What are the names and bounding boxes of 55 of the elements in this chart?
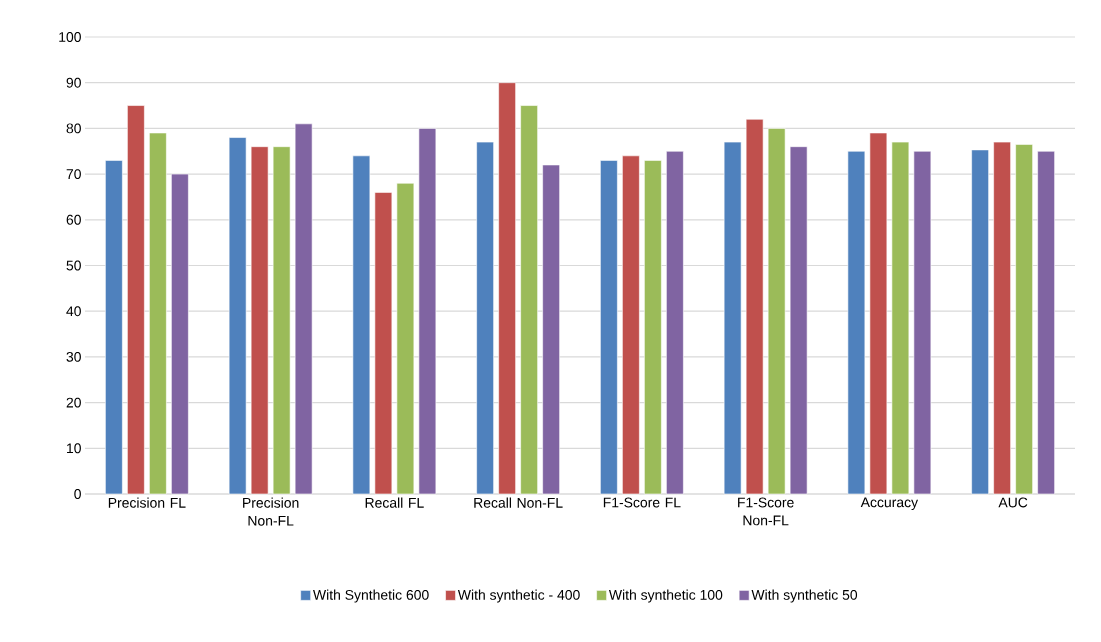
x-tick-label: F1-Score Non-FL [738, 497, 794, 526]
y-tick-label: 0 [74, 489, 81, 499]
x-tick-label: AUC [998, 497, 1028, 508]
bar [1037, 150, 1055, 495]
bar [622, 155, 640, 495]
x-tick-label: Accuracy [860, 497, 919, 511]
bar [171, 173, 189, 495]
bar [869, 132, 888, 495]
x-tick-label: Recall Non-FL [474, 497, 563, 508]
legend-label: With Synthetic 600 [313, 589, 429, 603]
bar [666, 150, 684, 495]
bar [767, 128, 786, 495]
y-tick-label: 20 [66, 397, 81, 408]
x-tick-label: F1-Score FL [603, 497, 681, 508]
bar [913, 150, 932, 495]
x-tick-label: Precision Non-FL [243, 497, 299, 526]
y-tick-label: 10 [67, 443, 81, 454]
y-tick-label: 30 [66, 351, 81, 362]
bar [847, 150, 866, 495]
x-tick-label: Precision FL [108, 497, 186, 508]
bar [971, 149, 989, 495]
legend-label: With synthetic 100 [608, 589, 723, 603]
bar [1015, 144, 1033, 495]
bar [476, 141, 494, 495]
bar [993, 141, 1011, 495]
y-tick-label: 100 [59, 32, 81, 42]
bar [374, 192, 393, 495]
bar [891, 141, 910, 495]
y-tick-label: 50 [66, 260, 81, 271]
y-tick-label: 90 [66, 77, 81, 88]
bar [418, 128, 437, 495]
y-tick-label: 60 [66, 214, 81, 225]
bar [600, 160, 618, 495]
x-tick-label: Recall FL [365, 497, 424, 508]
bar [105, 160, 123, 495]
bar [149, 132, 167, 495]
bar [542, 164, 560, 495]
bar [396, 182, 415, 495]
bar [127, 105, 145, 495]
bar [723, 141, 742, 495]
bar [644, 160, 662, 495]
bar [498, 82, 516, 495]
legend-label: With synthetic - 400 [457, 589, 580, 603]
bar [294, 123, 313, 495]
y-tick-label: 40 [66, 306, 81, 317]
y-tick-label: 80 [66, 123, 81, 134]
bar [745, 118, 764, 495]
bar [520, 105, 538, 495]
bar [228, 137, 247, 495]
legend-label: With synthetic 50 [751, 589, 858, 603]
y-tick-label: 70 [66, 169, 81, 180]
bar [272, 146, 291, 495]
bar [789, 146, 808, 495]
bar [352, 155, 371, 495]
bar [250, 146, 269, 495]
